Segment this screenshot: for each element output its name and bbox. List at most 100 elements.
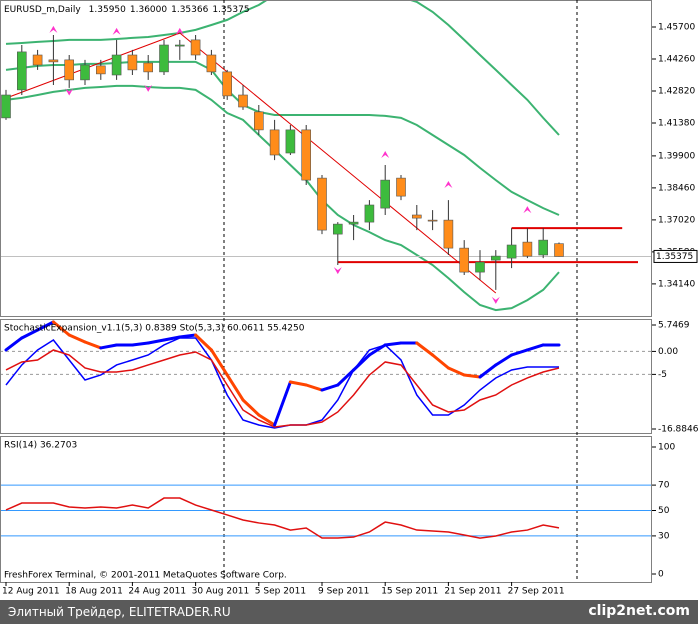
candle-body bbox=[301, 129, 312, 181]
candle-body bbox=[143, 62, 153, 73]
indicator-segment bbox=[178, 333, 198, 339]
candle-body bbox=[206, 54, 217, 73]
indicator-segment bbox=[273, 380, 292, 427]
indicator-segment bbox=[525, 343, 545, 352]
candle-body bbox=[411, 214, 422, 219]
x-tick-label: 12 Aug 2011 bbox=[2, 587, 60, 597]
current-price-box bbox=[653, 249, 698, 263]
indicator-segment bbox=[99, 343, 119, 350]
price-header: EURUSD_m,Daily 1.35950 1.36000 1.35366 1.353… bbox=[4, 5, 250, 15]
fractal-up bbox=[444, 181, 453, 188]
fractal-up bbox=[381, 151, 390, 158]
candle-body bbox=[506, 244, 517, 259]
x-tick-label: 21 Sep 2011 bbox=[444, 587, 501, 597]
candle-body bbox=[522, 241, 533, 257]
indicator-title: RSI(14) 36.2703 bbox=[4, 441, 77, 451]
symbol-title: EURUSD_m,Daily bbox=[4, 5, 81, 15]
indicator-segment bbox=[162, 335, 182, 342]
candle-body bbox=[159, 44, 169, 73]
indicator-segment bbox=[67, 333, 87, 344]
x-tick-label: 18 Aug 2011 bbox=[65, 587, 123, 597]
y-tick-label: 1.38460 bbox=[658, 183, 695, 193]
fractal-down bbox=[144, 84, 153, 92]
indicator-segment bbox=[415, 341, 435, 357]
y-tick-label: 1.42820 bbox=[658, 87, 695, 97]
y-tick-label: 50 bbox=[658, 506, 670, 516]
candle-body bbox=[285, 129, 296, 154]
candle-body bbox=[238, 94, 248, 108]
x-tick-label: 30 Aug 2011 bbox=[192, 587, 250, 597]
candle-body bbox=[380, 179, 391, 209]
y-tick-label: 30 bbox=[658, 531, 670, 541]
y-tick-label: 1.39900 bbox=[658, 151, 695, 161]
trendline bbox=[5, 32, 180, 99]
candle-body bbox=[48, 59, 59, 63]
fractal-up bbox=[112, 27, 121, 35]
y-tick-label: 1.34140 bbox=[658, 279, 695, 289]
fractal-down bbox=[65, 88, 74, 96]
y-tick-label: 0 bbox=[658, 570, 664, 580]
candle-body bbox=[190, 39, 201, 56]
indicator-segment bbox=[352, 353, 371, 372]
indicator-segment bbox=[83, 340, 103, 350]
candle-body bbox=[254, 111, 264, 131]
fractal-up bbox=[175, 27, 184, 35]
candle-body bbox=[80, 64, 90, 81]
candle-body bbox=[32, 54, 43, 66]
x-tick-label: 24 Aug 2011 bbox=[128, 587, 186, 597]
header-value: 1.35375 bbox=[212, 5, 249, 15]
candle-body bbox=[490, 255, 501, 261]
stochastic-pane-frame bbox=[0, 319, 652, 434]
fractal-up bbox=[49, 25, 58, 33]
candle-body bbox=[175, 44, 185, 47]
candle-body bbox=[317, 177, 327, 231]
envelope-band bbox=[5, 84, 560, 312]
indicator-segment bbox=[288, 380, 308, 387]
watermark: Элитный Трейдер, ELITETRADER.RU bbox=[8, 605, 231, 619]
indicator-segment bbox=[383, 341, 403, 347]
fractal-down bbox=[333, 267, 342, 275]
pane bbox=[1, 484, 651, 539]
candle-body bbox=[111, 54, 122, 76]
terminal-chart: FreshForex Terminal, © 2001-2011 MetaQuo… bbox=[0, 0, 698, 600]
indicator-segment bbox=[209, 348, 229, 377]
header-value: 1.35366 bbox=[171, 5, 208, 15]
indicator-segment bbox=[320, 383, 340, 392]
indicator-segment bbox=[478, 363, 498, 379]
candle-body bbox=[396, 177, 406, 197]
current-price-label: 1.35375 bbox=[656, 252, 693, 262]
indicator-segment bbox=[304, 383, 324, 392]
y-tick-label: 70 bbox=[658, 481, 670, 491]
candle-body bbox=[16, 51, 27, 91]
pane bbox=[1, 1, 651, 312]
indicator-segment bbox=[4, 336, 24, 352]
pane bbox=[1, 320, 651, 429]
indicator-segment bbox=[510, 348, 529, 357]
background bbox=[0, 0, 698, 600]
trendline bbox=[179, 32, 497, 294]
indicator-line bbox=[5, 349, 560, 428]
indicator-segment bbox=[336, 368, 356, 387]
y-tick-label: 100 bbox=[658, 443, 675, 453]
price-pane-frame bbox=[0, 0, 652, 317]
indicator-segment bbox=[51, 320, 71, 337]
envelope-band bbox=[5, 1, 560, 136]
header-value: 1.35950 bbox=[89, 5, 126, 15]
y-tick-label: 1.41380 bbox=[658, 119, 695, 129]
candle-body bbox=[269, 129, 280, 156]
terminal-footer: FreshForex Terminal, © 2001-2011 MetaQuo… bbox=[4, 571, 287, 581]
indicator-segment bbox=[130, 341, 150, 347]
candle-body bbox=[554, 243, 564, 257]
indicator-segment bbox=[194, 333, 213, 352]
indicator-title: StochasticExpansion_v1.1(5,3) 0.8389 Sto… bbox=[4, 324, 305, 334]
y-tick-label: 5.7469 bbox=[658, 321, 690, 331]
indicator-segment bbox=[20, 328, 40, 340]
x-tick-label: 27 Sep 2011 bbox=[508, 587, 565, 597]
indicator-segment bbox=[257, 413, 277, 427]
y-tick-label: 0.00 bbox=[658, 347, 678, 357]
candle-body bbox=[332, 223, 343, 235]
x-tick-label: 9 Sep 2011 bbox=[318, 587, 369, 597]
logo: clip2net.com bbox=[588, 603, 690, 619]
y-tick-label: 1.44260 bbox=[658, 55, 695, 65]
